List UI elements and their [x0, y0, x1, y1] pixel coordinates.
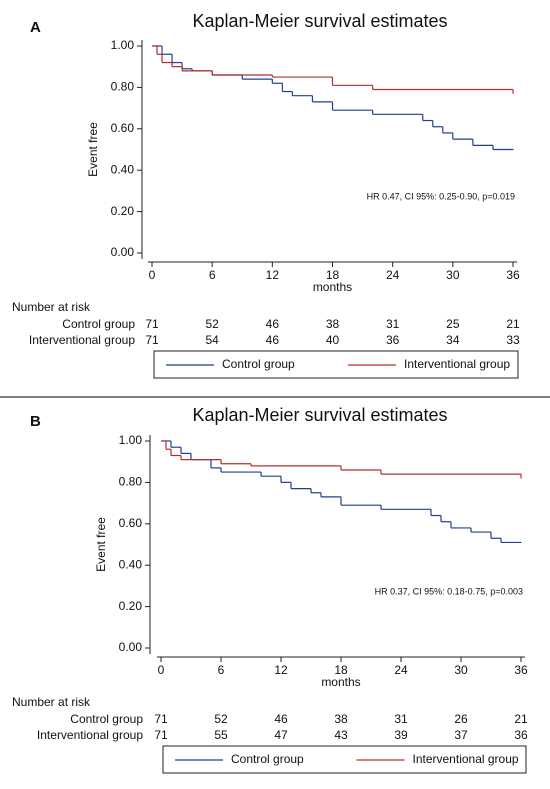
- x-tick-label: 36: [506, 268, 520, 282]
- risk-row-name: Control group: [70, 712, 143, 726]
- risk-value: 71: [145, 333, 159, 347]
- risk-value: 39: [394, 728, 408, 742]
- risk-row-name: Interventional group: [29, 333, 135, 347]
- risk-value: 31: [386, 317, 400, 331]
- risk-value: 26: [454, 712, 468, 726]
- risk-value: 40: [326, 333, 340, 347]
- x-tick-label: 0: [158, 663, 165, 677]
- chart-title: Kaplan-Meier survival estimates: [192, 405, 447, 425]
- annotation: HR 0.47, CI 95%: 0.25-0.90, p=0.019: [367, 191, 515, 201]
- risk-value: 36: [386, 333, 400, 347]
- risk-value: 37: [454, 728, 468, 742]
- x-tick-label: 30: [454, 663, 468, 677]
- risk-value: 52: [205, 317, 219, 331]
- risk-value: 38: [326, 317, 340, 331]
- y-axis-label: Event free: [86, 122, 100, 177]
- risk-value: 46: [266, 317, 280, 331]
- risk-value: 31: [394, 712, 408, 726]
- risk-table-title: Number at risk: [12, 695, 91, 709]
- legend-label: Control group: [222, 357, 295, 371]
- y-tick-label: 0.40: [119, 557, 143, 571]
- y-tick-label: 0.00: [111, 245, 135, 259]
- x-axis-label: months: [313, 280, 352, 294]
- risk-row-name: Control group: [62, 317, 135, 331]
- risk-value: 54: [205, 333, 219, 347]
- risk-value: 47: [274, 728, 288, 742]
- risk-value: 71: [145, 317, 159, 331]
- y-tick-label: 1.00: [111, 38, 135, 52]
- legend-label: Interventional group: [404, 357, 510, 371]
- risk-value: 46: [274, 712, 288, 726]
- legend-box: [162, 745, 527, 774]
- risk-value: 38: [334, 712, 348, 726]
- risk-value: 52: [214, 712, 228, 726]
- legend-label: Control group: [231, 752, 304, 766]
- risk-value: 36: [514, 728, 528, 742]
- risk-row-name: Interventional group: [37, 728, 143, 742]
- y-axis-label: Event free: [94, 517, 108, 572]
- risk-value: 71: [154, 712, 168, 726]
- panel-label: B: [30, 413, 41, 430]
- x-tick-label: 12: [266, 268, 280, 282]
- risk-value: 34: [446, 333, 460, 347]
- annotation: HR 0.37, CI 95%: 0.18-0.75, p=0.003: [375, 586, 523, 596]
- x-tick-label: 24: [386, 268, 400, 282]
- x-tick-label: 6: [218, 663, 225, 677]
- x-tick-label: 0: [149, 268, 156, 282]
- panel-label: A: [30, 19, 41, 36]
- y-tick-label: 0.40: [111, 162, 135, 176]
- risk-value: 46: [266, 333, 280, 347]
- legend-label: Interventional group: [413, 752, 519, 766]
- x-tick-label: 24: [394, 663, 408, 677]
- legend-box: [153, 350, 519, 379]
- y-tick-label: 0.80: [111, 80, 135, 94]
- x-tick-label: 12: [274, 663, 288, 677]
- risk-value: 55: [214, 728, 228, 742]
- x-tick-label: 18: [334, 663, 348, 677]
- risk-value: 71: [154, 728, 168, 742]
- y-tick-label: 0.20: [119, 599, 143, 613]
- x-axis-label: months: [321, 675, 360, 689]
- x-tick-label: 36: [514, 663, 528, 677]
- risk-value: 43: [334, 728, 348, 742]
- y-tick-label: 1.00: [119, 433, 143, 447]
- y-tick-label: 0.20: [111, 204, 135, 218]
- x-tick-label: 30: [446, 268, 460, 282]
- x-tick-label: 6: [209, 268, 216, 282]
- y-tick-label: 0.60: [119, 516, 143, 530]
- risk-value: 21: [506, 317, 520, 331]
- risk-value: 33: [506, 333, 520, 347]
- x-tick-label: 18: [326, 268, 340, 282]
- risk-value: 25: [446, 317, 460, 331]
- chart-title: Kaplan-Meier survival estimates: [192, 11, 447, 31]
- y-tick-label: 0.00: [119, 640, 143, 654]
- y-tick-label: 0.60: [111, 121, 135, 135]
- y-tick-label: 0.80: [119, 475, 143, 489]
- risk-value: 21: [514, 712, 528, 726]
- risk-table-title: Number at risk: [12, 300, 91, 314]
